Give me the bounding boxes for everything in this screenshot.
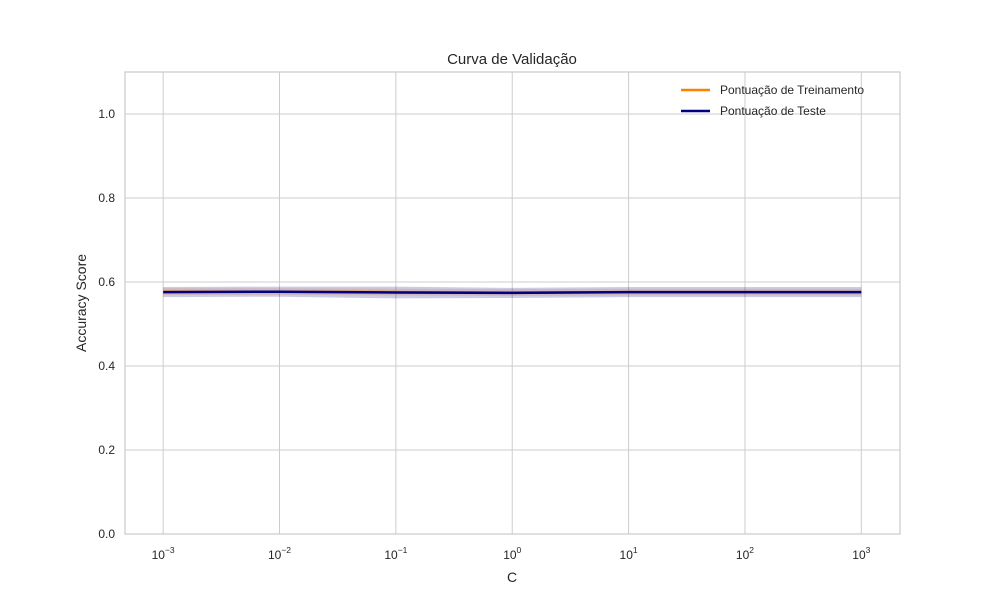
x-axis-label: C [507, 569, 517, 585]
plot-frame [124, 71, 901, 535]
x-tick-base: 10 [736, 548, 750, 562]
y-tick-label: 0.2 [98, 443, 115, 457]
x-tick-label: 10−1 [384, 545, 407, 562]
x-tick-exponent: 3 [866, 545, 871, 555]
x-tick-label: 10−3 [152, 545, 175, 562]
series-line-1 [163, 290, 862, 295]
legend-label: Pontuação de Teste [720, 104, 826, 118]
x-tick-base: 10 [620, 548, 634, 562]
x-tick-base: 10 [152, 548, 166, 562]
x-tick-label: 101 [620, 545, 638, 562]
x-tick-exponent: 2 [749, 545, 754, 555]
x-tick-base: 10 [503, 548, 517, 562]
x-tick-label: 10−2 [268, 545, 291, 562]
y-tick-label: 0.6 [98, 275, 115, 289]
y-tick-labels: 0.0 0.2 0.4 0.6 0.8 1.0 [98, 107, 115, 541]
x-tick-label: 102 [736, 545, 754, 562]
x-tick-exponent: 1 [633, 545, 638, 555]
y-axis-label: Accuracy Score [73, 254, 89, 352]
x-tick-exponent: −3 [165, 545, 175, 555]
x-tick-label: 100 [503, 545, 521, 562]
line-layer [163, 290, 862, 295]
x-tick-base: 10 [384, 548, 398, 562]
legend-label: Pontuação de Treinamento [720, 83, 864, 97]
y-tick-label: 0.0 [98, 527, 115, 541]
y-tick-label: 0.4 [98, 359, 115, 373]
x-tick-base: 10 [852, 548, 866, 562]
x-tick-label: 103 [852, 545, 870, 562]
x-tick-exponent: 0 [517, 545, 522, 555]
x-tick-exponent: −2 [281, 545, 291, 555]
x-tick-base: 10 [268, 548, 282, 562]
legend: Pontuação de Treinamento Pontuação de Tes… [681, 83, 864, 118]
chart-title: Curva de Validação [447, 51, 577, 68]
y-tick-label: 1.0 [98, 107, 115, 121]
x-tick-exponent: −1 [398, 545, 408, 555]
y-tick-label: 0.8 [98, 191, 115, 205]
x-tick-labels: 10−3 10−2 10−1 100 101 102 103 [152, 545, 871, 562]
